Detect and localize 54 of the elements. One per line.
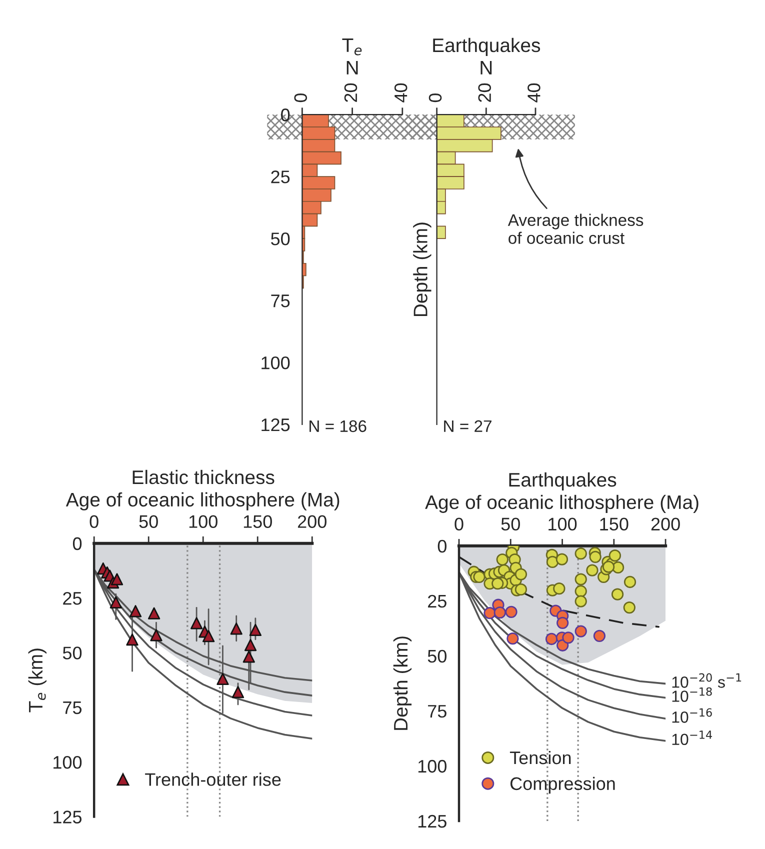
x-axis-title: Age of oceanic lithosphere (Ma)	[66, 492, 340, 510]
x-tick-label: 0	[294, 93, 308, 102]
x-axis-title: N	[346, 61, 358, 74]
legend-label: Compression	[510, 776, 615, 794]
legend-label: Trench-outer rise	[145, 772, 281, 786]
x-tick-label: 0	[454, 518, 464, 531]
x-tick-label: 100	[189, 515, 218, 528]
annotation: N = 27	[444, 420, 492, 432]
x-axis-title: N	[480, 61, 492, 74]
chart-title: Earthquakes	[433, 38, 540, 56]
y-tick-label: 50	[271, 232, 290, 246]
series-label: 10$^{−16}$	[672, 708, 712, 723]
x-tick-label: 150	[244, 515, 272, 528]
y-tick-label: 100	[262, 356, 290, 370]
legend-label: Tension	[510, 750, 571, 764]
series-label: 10$^{−14}$	[672, 730, 712, 746]
x-tick-label: 50	[139, 515, 158, 528]
y-tick-label: 0	[438, 540, 446, 553]
y-axis-title: Depth (km)	[413, 222, 432, 316]
y-tick-label: 125	[418, 814, 446, 828]
y-tick-label: 75	[271, 294, 290, 308]
y-tick-label: 50	[62, 646, 82, 660]
x-tick-label: 40	[528, 83, 540, 102]
y-tick-label: 125	[262, 418, 290, 432]
chart-title: Elastic thickness	[132, 470, 274, 484]
y-tick-label: 25	[63, 592, 82, 605]
y-tick-label: 0	[281, 108, 290, 122]
x-tick-label: 20	[478, 83, 492, 102]
y-tick-label: 25	[271, 170, 290, 184]
x-tick-label: 50	[501, 518, 520, 531]
x-tick-label: 0	[90, 515, 98, 528]
chart-title: Earthquakes	[509, 472, 616, 491]
y-axis-title: T$_{e}$ (km)	[28, 648, 46, 712]
x-tick-label: 150	[600, 518, 628, 531]
x-tick-label: 100	[548, 518, 577, 531]
series-label: 10$^{−18}$	[672, 687, 712, 702]
annotation: Average thickness of oceanic crust	[508, 214, 644, 244]
y-tick-label: 25	[428, 594, 446, 608]
y-axis-title: Depth (km)	[393, 636, 412, 730]
x-tick-label: 40	[394, 83, 408, 102]
x-tick-label: 200	[298, 515, 326, 528]
y-tick-label: 100	[54, 756, 82, 769]
annotation: N = 186	[310, 420, 366, 432]
x-axis-title: Age of oceanic lithosphere (Ma)	[425, 494, 698, 513]
x-tick-label: 200	[651, 518, 680, 531]
y-tick-label: 125	[54, 810, 82, 824]
y-tick-label: 0	[72, 537, 82, 550]
y-tick-label: 75	[63, 702, 82, 714]
y-tick-label: 100	[418, 760, 446, 773]
chart-title: T$_{e}$	[342, 38, 362, 56]
x-tick-label: 20	[344, 83, 358, 102]
y-tick-label: 75	[428, 705, 446, 718]
y-tick-label: 50	[428, 650, 446, 663]
series-label: 10$^{−20}$ s$^{−1}$	[672, 673, 742, 688]
